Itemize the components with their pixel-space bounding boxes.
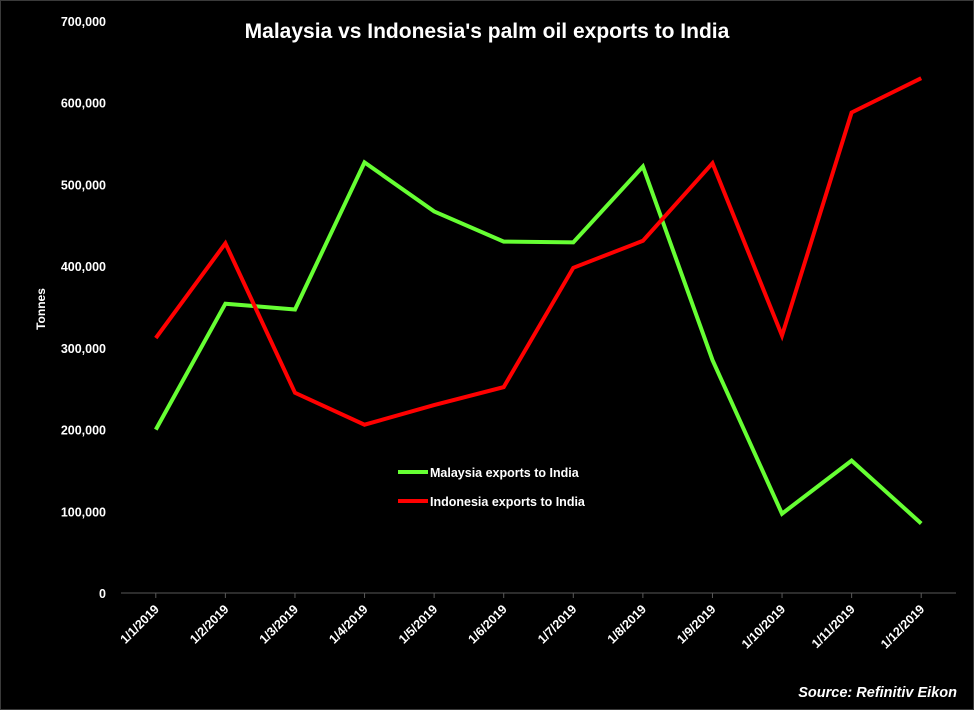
series-line-malaysia (154, 159, 923, 525)
y-tick-label: 100,000 (61, 505, 106, 519)
x-tick-label: 1/8/2019 (605, 602, 649, 646)
source-note: Source: Refinitiv Eikon (798, 685, 957, 701)
x-tick-label: 1/10/2019 (739, 602, 788, 651)
x-axis-ticks: 1/1/2019 1/2/2019 1/3/2019 1/4/2019 1/5/2019… (118, 593, 927, 651)
series-line-indonesia (154, 76, 923, 427)
x-tick-label: 1/3/2019 (257, 602, 301, 646)
legend-label-indonesia: Indonesia exports to India (430, 495, 586, 509)
x-tick-label: 1/2/2019 (187, 602, 231, 646)
legend-label-malaysia: Malaysia exports to India (430, 466, 580, 480)
legend: Malaysia exports to India Indonesia expo… (398, 466, 586, 509)
x-tick-label: 1/11/2019 (809, 602, 858, 651)
x-tick-label: 1/4/2019 (326, 602, 370, 646)
y-tick-label: 600,000 (61, 97, 106, 111)
y-axis-ticks: 0 100,000 200,000 300,000 400,000 500,000 600,… (61, 15, 956, 601)
y-tick-label: 700,000 (61, 15, 106, 29)
y-tick-label: 500,000 (61, 178, 106, 192)
x-tick-label: 1/6/2019 (466, 602, 510, 646)
y-tick-label: 400,000 (61, 260, 106, 274)
y-tick-label: 200,000 (61, 424, 106, 438)
y-tick-label: 0 (99, 587, 106, 601)
y-tick-label: 300,000 (61, 342, 106, 356)
x-tick-label: 1/9/2019 (674, 602, 718, 646)
x-tick-label: 1/7/2019 (535, 602, 579, 646)
x-tick-label: 1/12/2019 (878, 602, 927, 651)
series-lines (154, 76, 923, 525)
x-tick-label: 1/5/2019 (396, 602, 440, 646)
x-tick-label: 1/1/2019 (118, 602, 162, 646)
chart-title: Malaysia vs Indonesia's palm oil exports… (245, 20, 730, 43)
y-axis-label: Tonnes (34, 288, 48, 330)
